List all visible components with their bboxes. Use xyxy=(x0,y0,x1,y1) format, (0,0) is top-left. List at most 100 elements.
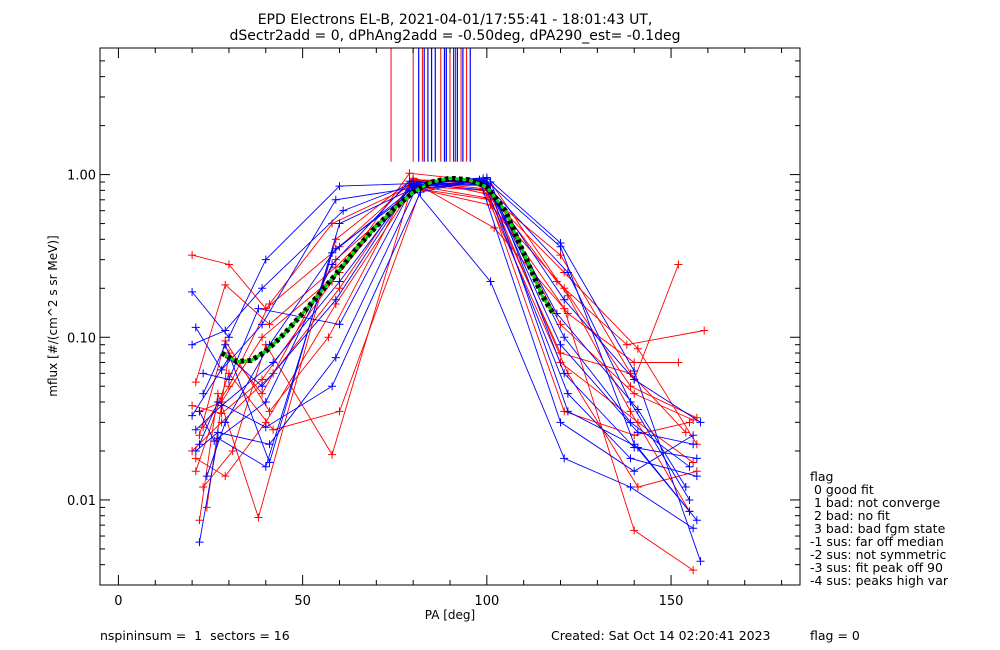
data-point-blue xyxy=(630,375,639,384)
data-point-red xyxy=(563,309,572,318)
data-point-blue xyxy=(331,195,340,204)
data-point-blue xyxy=(409,179,418,188)
data-point-blue xyxy=(689,431,698,440)
data-point-blue xyxy=(630,443,639,452)
y-tick-label: 0.01 xyxy=(67,494,96,509)
data-point-red xyxy=(335,407,344,416)
data-point-blue xyxy=(335,320,344,329)
footer-flag: flag = 0 xyxy=(810,628,860,643)
data-point-blue xyxy=(328,260,337,269)
data-point-red xyxy=(202,503,211,512)
data-point-red xyxy=(674,260,683,269)
data-point-blue xyxy=(331,353,340,362)
data-point-red xyxy=(405,169,414,178)
y-tick-label: 1.00 xyxy=(67,169,96,184)
data-point-red xyxy=(685,418,694,427)
data-point-blue xyxy=(195,538,204,547)
data-point-red xyxy=(221,280,230,289)
data-point-blue xyxy=(689,440,698,449)
data-point-blue xyxy=(692,472,701,481)
legend-item: -2 sus: not symmetric xyxy=(810,547,947,562)
legend-item: -3 sus: fit peak off 90 xyxy=(810,560,943,575)
data-point-blue xyxy=(191,425,200,434)
data-point-blue xyxy=(199,369,208,378)
data-point-blue xyxy=(188,287,197,296)
data-point-blue xyxy=(210,437,219,446)
data-point-red xyxy=(622,340,631,349)
data-point-blue xyxy=(552,309,561,318)
data-point-blue xyxy=(692,454,701,463)
data-point-red xyxy=(224,260,233,269)
series-line-blue xyxy=(195,187,694,529)
data-point-blue xyxy=(563,268,572,277)
data-point-blue xyxy=(560,333,569,342)
data-point-blue xyxy=(556,242,565,251)
data-point-red xyxy=(630,526,639,535)
data-point-blue xyxy=(560,369,569,378)
data-point-red xyxy=(626,407,635,416)
data-point-red xyxy=(228,446,237,455)
data-point-red xyxy=(556,349,565,358)
chart-subtitle: dSectr2add = 0, dPhAng2add = -0.50deg, d… xyxy=(230,28,681,44)
y-tick-label: 0.10 xyxy=(67,331,96,346)
data-point-red xyxy=(626,382,635,391)
data-point-red xyxy=(258,333,267,342)
data-point-red xyxy=(199,483,208,492)
data-point-red xyxy=(560,284,569,293)
data-point-blue xyxy=(261,255,270,264)
x-tick-label: 100 xyxy=(474,594,499,609)
data-point-red xyxy=(490,223,499,232)
data-point-blue xyxy=(261,397,270,406)
series-line-red xyxy=(199,183,697,488)
data-point-blue xyxy=(486,277,495,286)
data-point-blue xyxy=(221,340,230,349)
data-point-red xyxy=(700,326,709,335)
data-point-blue xyxy=(217,401,226,410)
chart-title: EPD Electrons EL-B, 2021-04-01/17:55:41 … xyxy=(258,12,653,28)
data-point-blue xyxy=(681,483,690,492)
data-point-red xyxy=(258,375,267,384)
data-point-blue xyxy=(696,557,705,566)
data-point-blue xyxy=(335,219,344,228)
data-point-red xyxy=(191,454,200,463)
data-point-blue xyxy=(258,284,267,293)
data-point-red xyxy=(689,566,698,575)
data-point-blue xyxy=(328,382,337,391)
data-point-blue xyxy=(563,389,572,398)
x-axis-label: PA [deg] xyxy=(425,608,475,622)
series-line-red xyxy=(195,185,698,445)
data-point-red xyxy=(195,516,204,525)
data-point-red xyxy=(191,378,200,387)
data-point-red xyxy=(188,401,197,410)
data-point-blue xyxy=(195,407,204,416)
data-point-blue xyxy=(261,423,270,432)
series-line-red xyxy=(191,179,690,452)
data-point-blue xyxy=(261,462,270,471)
series-line-blue xyxy=(195,180,697,477)
legend-item: -1 sus: far off median xyxy=(810,534,944,549)
data-point-blue xyxy=(265,440,274,449)
data-point-red xyxy=(269,425,278,434)
data-point-red xyxy=(221,472,230,481)
data-point-blue xyxy=(685,462,694,471)
legend-item: 0 good fit xyxy=(810,482,874,497)
data-point-blue xyxy=(188,340,197,349)
data-point-red xyxy=(199,423,208,432)
data-point-blue xyxy=(258,382,267,391)
data-point-red xyxy=(188,251,197,260)
data-point-blue xyxy=(254,304,263,313)
data-point-red xyxy=(556,358,565,367)
data-point-blue xyxy=(191,323,200,332)
footer-created: Created: Sat Oct 14 02:20:41 2023 xyxy=(551,628,771,643)
data-point-blue xyxy=(335,277,344,286)
data-point-blue xyxy=(630,367,639,376)
y-axis-label: mflux [#/(cm^2 s sr MeV)] xyxy=(46,235,60,396)
data-point-blue xyxy=(224,333,233,342)
data-point-red xyxy=(258,389,267,398)
data-point-blue xyxy=(213,397,222,406)
data-point-red xyxy=(335,284,344,293)
data-point-red xyxy=(191,467,200,476)
data-point-blue xyxy=(696,418,705,427)
fit-curve xyxy=(220,176,555,364)
